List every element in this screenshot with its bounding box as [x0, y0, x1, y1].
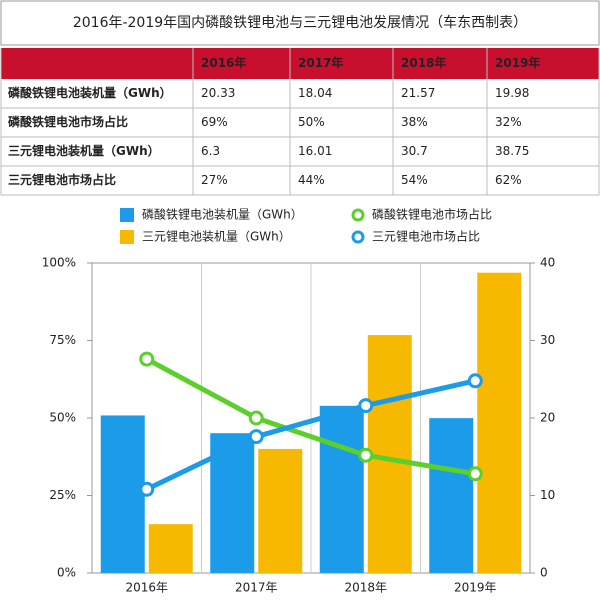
line-point	[467, 373, 483, 389]
y-tick-label: 0%	[57, 566, 76, 580]
line-point	[139, 481, 155, 497]
line	[145, 356, 476, 477]
bar	[319, 405, 364, 573]
line-point	[248, 429, 264, 445]
y2-tick-label: 20	[540, 411, 555, 425]
x-tick-label: 2018年	[344, 581, 387, 595]
table-cell: 20.33	[201, 86, 235, 100]
x-tick-label: 2016年	[125, 581, 168, 595]
legend-marker	[351, 208, 365, 222]
y2-tick-label: 10	[540, 488, 555, 502]
table-cell: 50%	[298, 115, 325, 129]
y-tick-label: 25%	[49, 488, 76, 502]
table-cell: 21.57	[401, 86, 435, 100]
table-cell: 54%	[401, 173, 428, 187]
bar	[100, 415, 145, 573]
line-point	[358, 447, 374, 463]
table-cell: 69%	[201, 115, 228, 129]
table-cell: 16.01	[298, 144, 332, 158]
y2-tick-label: 40	[540, 256, 555, 270]
line-point	[248, 410, 264, 426]
table-header-cell: 2016年	[201, 55, 246, 70]
table-row-label: 磷酸铁锂电池装机量（GWh）	[8, 85, 172, 100]
table-cell: 30.7	[401, 144, 428, 158]
y2-tick-label: 30	[540, 333, 555, 347]
bar	[148, 524, 193, 573]
legend-label: 三元锂电池市场占比	[372, 229, 480, 244]
legend-label: 磷酸铁锂电池市场占比	[372, 207, 492, 222]
table-row-label: 三元锂电池市场占比	[8, 172, 116, 187]
bar	[477, 272, 522, 573]
legend-marker	[351, 230, 365, 244]
table-cell: 38%	[401, 115, 428, 129]
y-tick-label: 75%	[49, 333, 76, 347]
table-cell: 32%	[495, 115, 522, 129]
legend-swatch	[120, 208, 134, 222]
table-header-row	[1, 48, 599, 79]
legend-label: 三元锂电池装机量（GWh）	[142, 229, 291, 244]
table-cell: 19.98	[495, 86, 529, 100]
table-cell: 62%	[495, 173, 522, 187]
bar	[429, 418, 474, 573]
line-point	[467, 466, 483, 482]
line-point	[139, 351, 155, 367]
table-cell: 27%	[201, 173, 228, 187]
y-tick-label: 100%	[42, 256, 76, 270]
y-tick-label: 50%	[49, 411, 76, 425]
title-box	[0, 0, 600, 46]
table-cell: 18.04	[298, 86, 332, 100]
x-tick-label: 2017年	[235, 581, 278, 595]
line	[145, 378, 476, 492]
bar	[258, 448, 303, 573]
table-cell: 6.3	[201, 144, 220, 158]
y2-tick-label: 0	[540, 566, 548, 580]
bar	[367, 335, 412, 573]
table-header-cell: 2017年	[298, 55, 343, 70]
legend-swatch	[120, 230, 134, 244]
table-cell: 44%	[298, 173, 325, 187]
table-row-label: 磷酸铁锂电池市场占比	[8, 114, 128, 129]
line-point	[358, 398, 374, 414]
table-header-cell: 2018年	[401, 55, 446, 70]
legend-label: 磷酸铁锂电池装机量（GWh）	[142, 207, 303, 222]
table-row-label: 三元锂电池装机量（GWh）	[8, 143, 160, 158]
table-header-cell: 2019年	[495, 55, 540, 70]
title: 2016年-2019年国内磷酸铁锂电池与三元锂电池发展情况（车东西制表）	[73, 14, 527, 31]
x-tick-label: 2019年	[454, 581, 497, 595]
table-cell: 38.75	[495, 144, 529, 158]
